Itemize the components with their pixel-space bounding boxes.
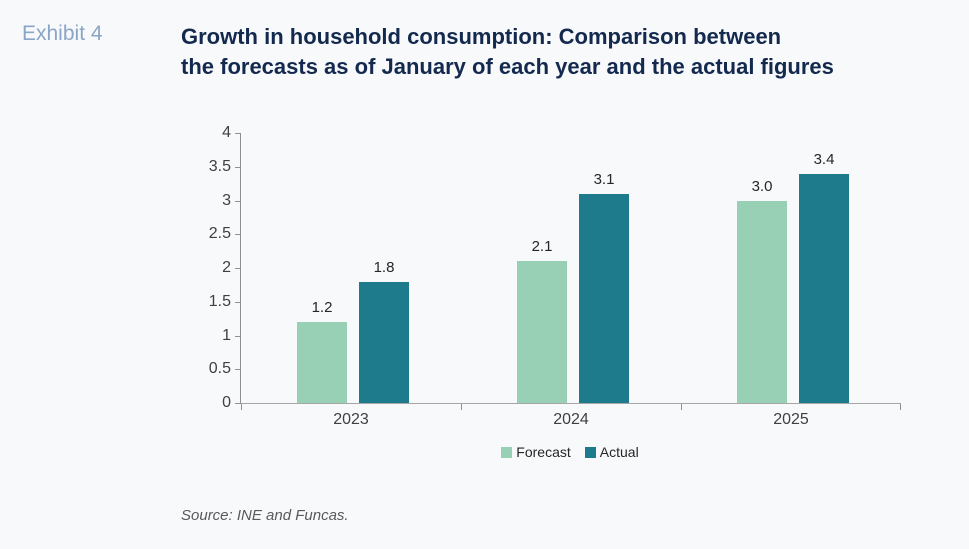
y-axis-tick: [235, 369, 241, 371]
chart-title-line1: Growth in household consumption: Compari…: [181, 24, 782, 49]
y-axis-label: 4: [222, 124, 231, 141]
bar-chart: 0 0.5 1 1.5 2 2.5 3 3.5 4 1.2 1.8 2023 2.1 3.1 2024 3.0…: [209, 124, 901, 460]
y-axis-tick: [235, 200, 241, 202]
legend-item-forecast: Forecast: [501, 444, 571, 460]
x-axis-category-label: 2025: [773, 411, 809, 428]
legend-label-actual: Actual: [599, 444, 639, 460]
x-axis-tick: [681, 404, 682, 410]
bar-actual-2024: [579, 193, 629, 403]
y-axis-label: 0.5: [208, 360, 231, 378]
legend-item-actual: Actual: [584, 444, 639, 460]
y-axis-tick: [235, 268, 241, 269]
x-axis-category-label: 2024: [553, 411, 589, 428]
bar-forecast-2023: [297, 322, 347, 403]
source-note: Source: INE and Funcas.: [181, 507, 349, 524]
x-axis-tick: [461, 404, 462, 410]
y-axis-label: 1.5: [208, 292, 231, 310]
chart-title: Growth in household consumption: Compari…: [181, 22, 834, 82]
y-axis-tick: [235, 301, 241, 303]
bar-forecast-2025: [737, 200, 787, 403]
bar-value-label: 3.1: [593, 170, 615, 188]
y-axis-label: 2.5: [208, 225, 231, 243]
y-axis-label: 3: [222, 191, 231, 209]
y-axis-label: 0: [222, 394, 231, 411]
y-axis-tick: [235, 335, 241, 337]
actual-swatch-icon: [584, 446, 596, 458]
bar-forecast-2024: [517, 261, 567, 403]
y-axis-label: 2: [222, 259, 231, 276]
bar-value-label: 1.8: [373, 258, 395, 276]
bar-value-label: 3.4: [813, 150, 835, 168]
x-axis-tick: [900, 404, 901, 410]
legend-label-forecast: Forecast: [516, 444, 571, 460]
y-axis-tick: [235, 166, 241, 168]
plot-area: 0 0.5 1 1.5 2 2.5 3 3.5 4 1.2 1.8 2023 2.1 3.1 2024 3.0…: [209, 124, 901, 428]
exhibit-label: Exhibit 4: [22, 22, 103, 45]
y-axis-label: 1: [222, 326, 231, 344]
bar-actual-2023: [359, 281, 409, 403]
forecast-swatch-icon: [501, 446, 513, 458]
bar-actual-2025: [799, 173, 849, 403]
y-axis-tick: [235, 403, 241, 404]
x-axis-tick: [241, 404, 242, 410]
chart-legend: Forecast Actual: [240, 444, 900, 460]
bar-value-label: 2.1: [531, 238, 553, 256]
y-axis-tick: [235, 133, 241, 134]
y-axis-tick: [235, 234, 241, 236]
y-axis-label: 3.5: [208, 157, 231, 175]
x-axis-category-label: 2023: [333, 411, 369, 428]
bar-value-label: 1.2: [311, 299, 333, 316]
chart-title-line2: the forecasts as of January of each year…: [181, 54, 834, 79]
bar-value-label: 3.0: [751, 177, 773, 195]
